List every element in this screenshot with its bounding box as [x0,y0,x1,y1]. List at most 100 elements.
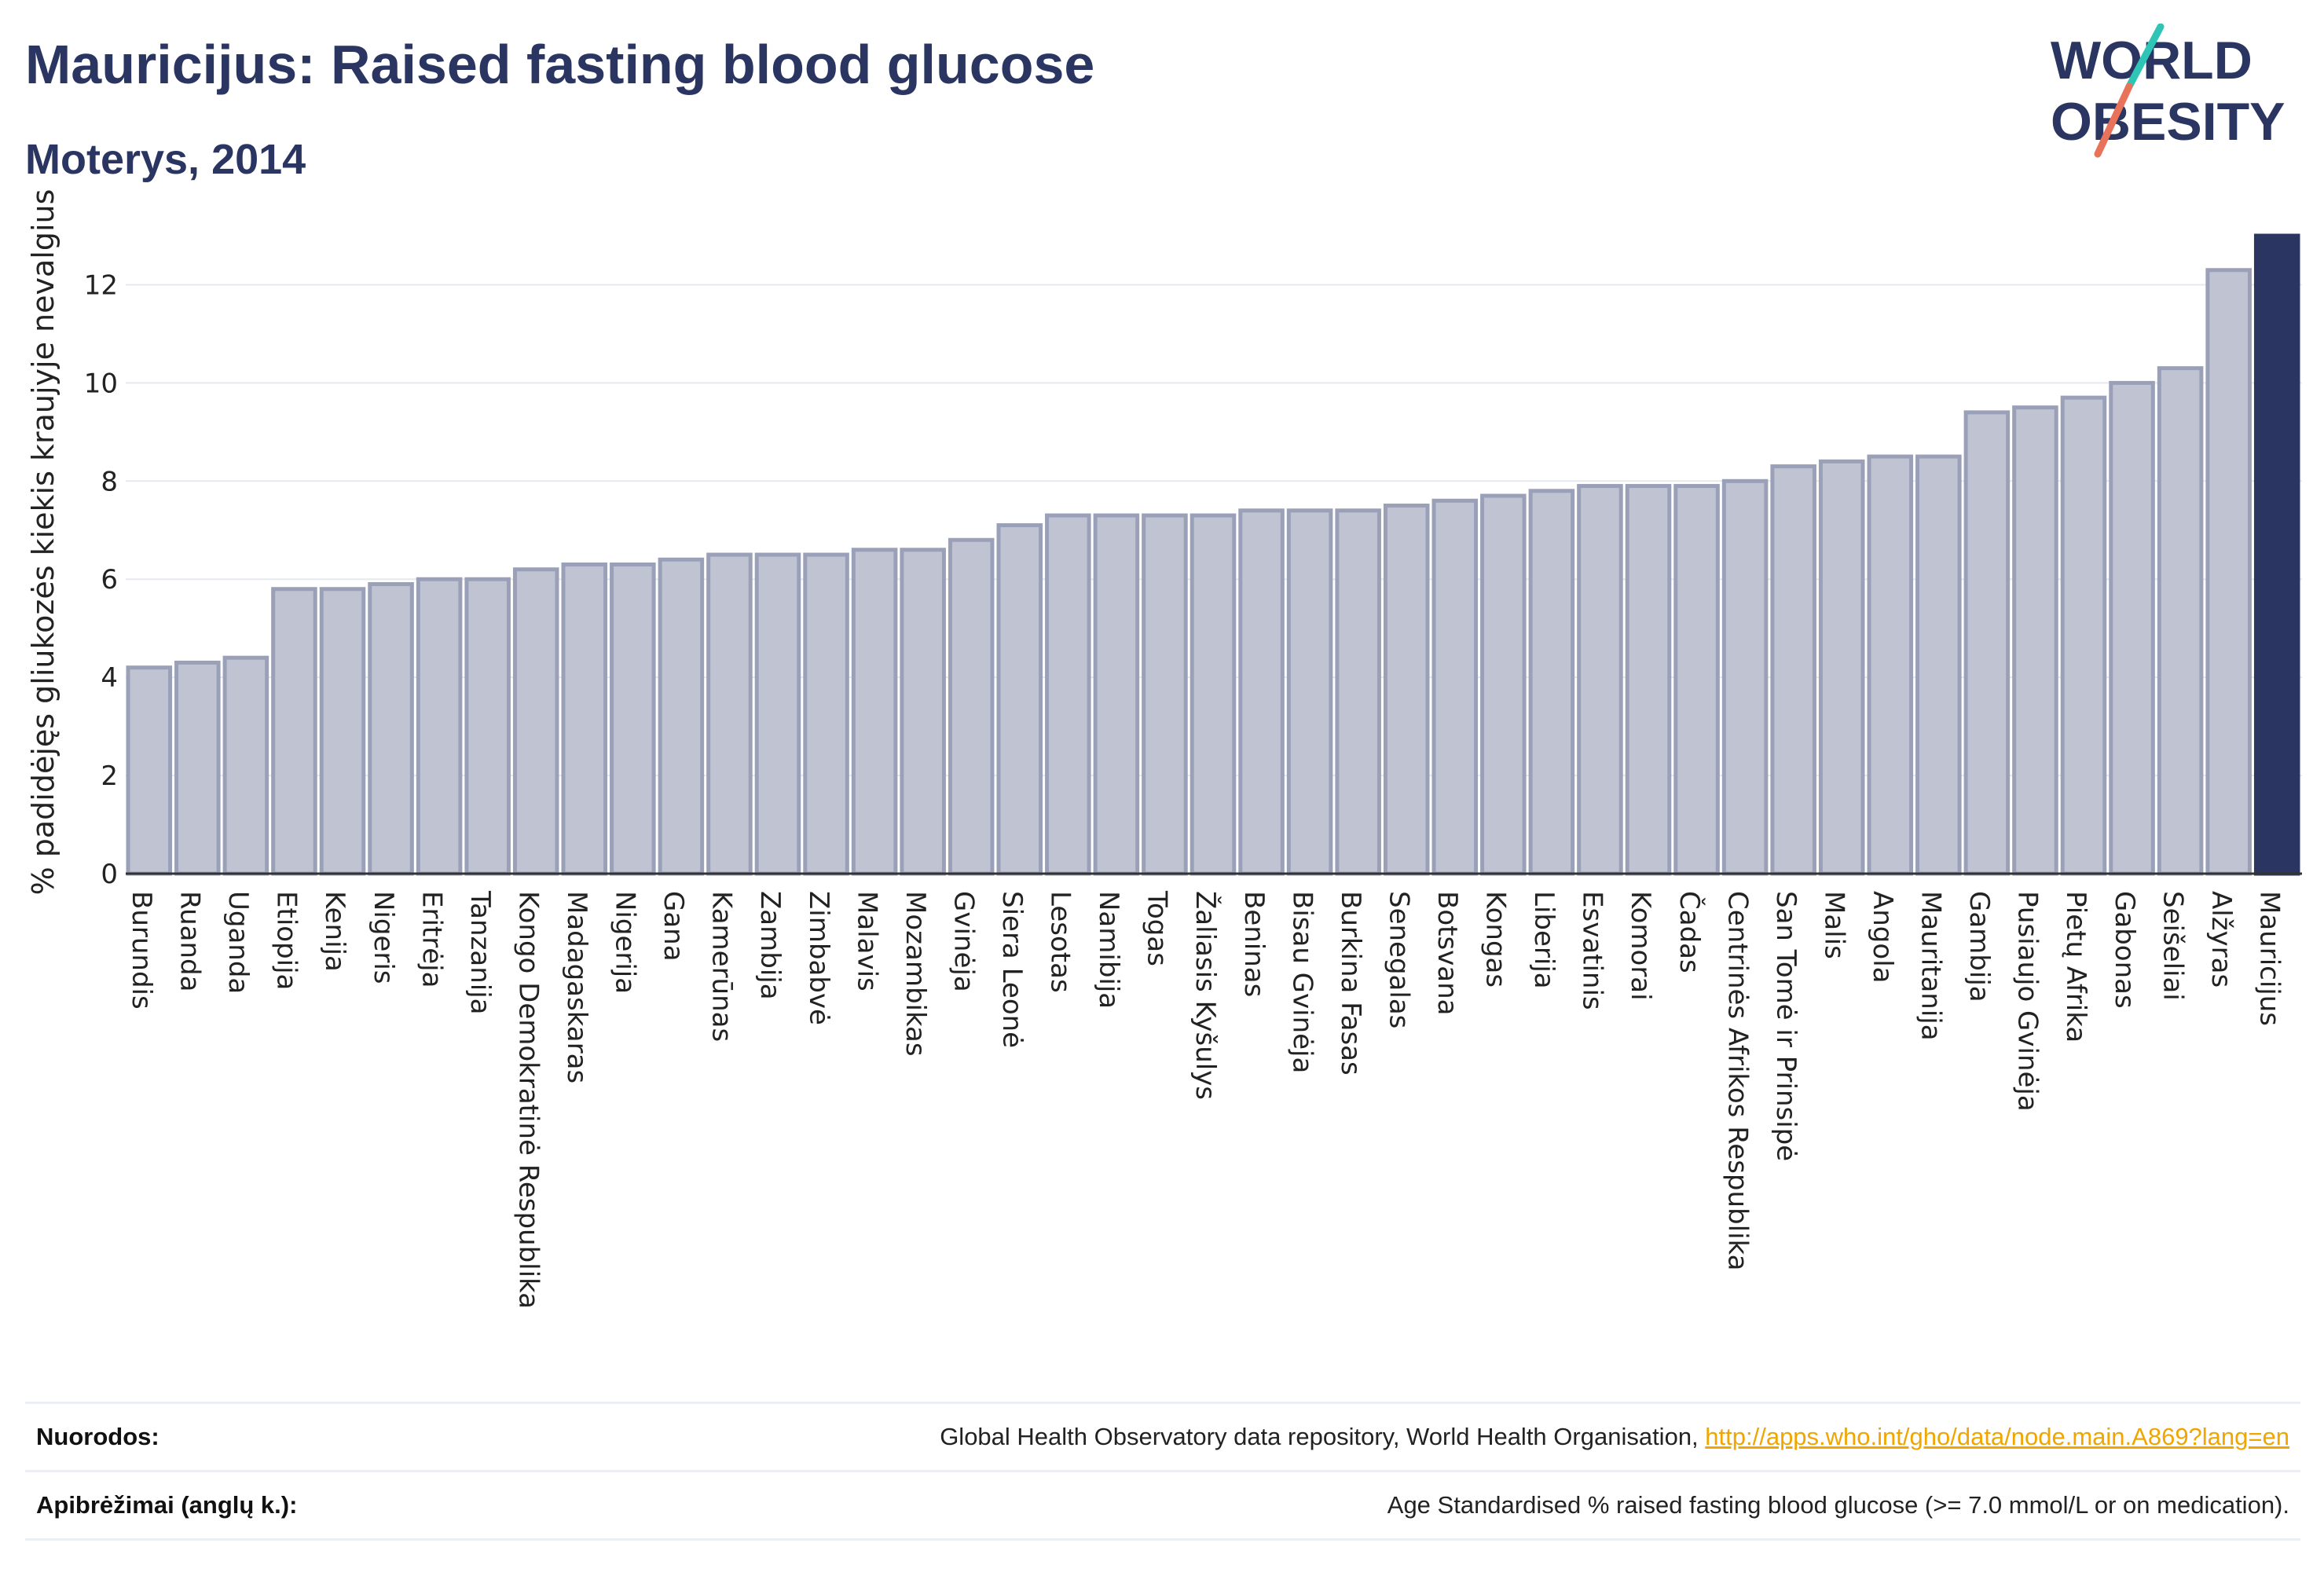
definitions-value: Age Standardised % raised fasting blood … [1387,1491,2289,1519]
bar-3[interactable] [271,587,317,876]
y-tick-label: 2 [101,761,118,792]
bar-5[interactable] [368,581,414,876]
bar-4[interactable] [319,587,366,876]
definitions-label: Apibrėžimai (anglų k.): [36,1491,298,1519]
x-tick-label: Bisau Gvinėja [1286,891,1318,1073]
x-tick-label: Namibija [1093,891,1124,1009]
bar-40[interactable] [2060,395,2107,876]
x-tick-label: Gana [658,891,689,962]
bar-19[interactable] [1045,513,1091,876]
x-tick-label: Eritrėja [416,891,447,988]
x-tick-label: Burkina Fasas [1335,891,1366,1076]
x-tick-label: Čadas [1673,891,1706,973]
bar-33[interactable] [1721,478,1769,876]
bar-37[interactable] [1915,454,1962,876]
x-tick-label: Madagaskaras [561,891,592,1083]
bar-7[interactable] [464,577,511,876]
x-tick-label: Zimbabvė [803,891,834,1025]
y-tick-label: 12 [84,269,118,301]
bar-32[interactable] [1673,484,1720,876]
x-tick-label: Tanzanija [464,890,496,1014]
x-tick-label: Togas [1142,890,1173,966]
bar-30[interactable] [1577,484,1623,876]
x-tick-label: Botsvana [1431,891,1463,1016]
y-tick-label: 0 [101,859,118,890]
bar-14[interactable] [803,552,849,876]
bar-38[interactable] [1963,410,2011,876]
x-tick-label: Lesotas [1045,891,1076,993]
bar-27[interactable] [1431,498,1479,876]
bar-34[interactable] [1770,464,1816,876]
x-tick-label: Malavis [851,891,882,991]
bar-10[interactable] [610,562,656,876]
bar-12[interactable] [706,552,753,876]
bar-42[interactable] [2157,366,2204,876]
bar-39[interactable] [2012,405,2058,876]
x-tick-label: Burundis [126,891,157,1010]
bar-0[interactable] [126,665,173,876]
x-tick-label: Pusiaujo Gvinėja [2012,891,2044,1112]
bar-16[interactable] [900,548,946,876]
bar-44[interactable] [2253,233,2300,876]
bar-20[interactable] [1093,513,1140,876]
x-tick-label: Pietų Afrika [2060,891,2091,1043]
bar-15[interactable] [851,548,898,876]
bar-18[interactable] [996,523,1043,876]
logo-line-2: OBESITY [2051,92,2286,152]
y-axis-ticks: 0 2 4 6 8 10 12 [84,269,118,890]
bar-chart: 0 2 4 6 8 10 12 Burundis Ruanda Uganda Etiopija Ke… [26,189,2302,1309]
bar-24[interactable] [1286,508,1333,876]
bar-25[interactable] [1335,508,1381,876]
x-tick-label: Kenija [319,891,350,972]
bar-26[interactable] [1383,504,1430,876]
sources-link[interactable]: http://apps.who.int/gho/data/node.main.A… [1705,1423,2289,1450]
x-tick-label: Uganda [222,891,254,994]
x-tick-label: Liberija [1528,891,1560,989]
bar-9[interactable] [561,562,608,876]
x-tick-label: Angola [1867,891,1898,983]
x-tick-label: Gabonas [2109,891,2140,1009]
bar-13[interactable] [754,552,801,876]
bar-28[interactable] [1480,493,1527,876]
bar-17[interactable] [948,537,995,876]
footer: Nuorodos: Global Health Observatory data… [25,1402,2300,1541]
x-tick-label: Mauritanija [1915,891,1947,1041]
definitions-row: Apibrėžimai (anglų k.): Age Standardised… [25,1470,2300,1541]
bar-36[interactable] [1867,454,1914,876]
bar-23[interactable] [1238,508,1285,876]
bar-11[interactable] [658,557,705,876]
x-tick-label: Siera Leonė [996,891,1028,1048]
x-tick-label: Kongas [1480,891,1512,988]
x-tick-label: Komorai [1625,891,1656,1001]
x-tick-label: Mauricijus [2253,891,2285,1026]
x-tick-label: Gvinėja [948,891,979,992]
bar-29[interactable] [1528,489,1575,876]
bar-8[interactable] [512,567,559,876]
x-tick-label: Mozambikas [900,891,931,1057]
x-tick-label: Gambija [1963,891,1995,1002]
bar-2[interactable] [222,655,269,876]
bar-6[interactable] [416,577,463,876]
chart-title: Mauricijus: Raised fasting blood glucose [25,34,1095,95]
x-tick-label: Malis [1818,891,1849,959]
x-tick-label: Kongo Demokratinė Respublika [512,891,544,1309]
y-axis-label: % padidėjęs gliukozės kiekis kraujyje ne… [26,189,60,896]
y-tick-label: 8 [101,466,118,497]
x-tick-label: Esvatinis [1577,891,1608,1010]
x-tick-label: Etiopija [271,891,302,990]
x-tick-label: Nigerija [610,891,641,994]
x-tick-label: Žaliasis Kyšulys [1189,891,1222,1100]
sources-row: Nuorodos: Global Health Observatory data… [25,1402,2300,1470]
bar-21[interactable] [1142,513,1188,876]
bar-41[interactable] [2109,380,2155,876]
bar-1[interactable] [174,660,221,876]
bar-31[interactable] [1625,484,1672,876]
logo-slash-coral [2094,82,2133,158]
bar-43[interactable] [2205,268,2252,876]
x-tick-label: Senegalas [1383,891,1414,1028]
bar-22[interactable] [1189,513,1237,876]
bar-35[interactable] [1818,459,1865,876]
sources-text: Global Health Observatory data repositor… [940,1423,1706,1450]
sources-value: Global Health Observatory data repositor… [940,1423,2289,1451]
x-tick-label: Alžyras [2205,891,2237,988]
